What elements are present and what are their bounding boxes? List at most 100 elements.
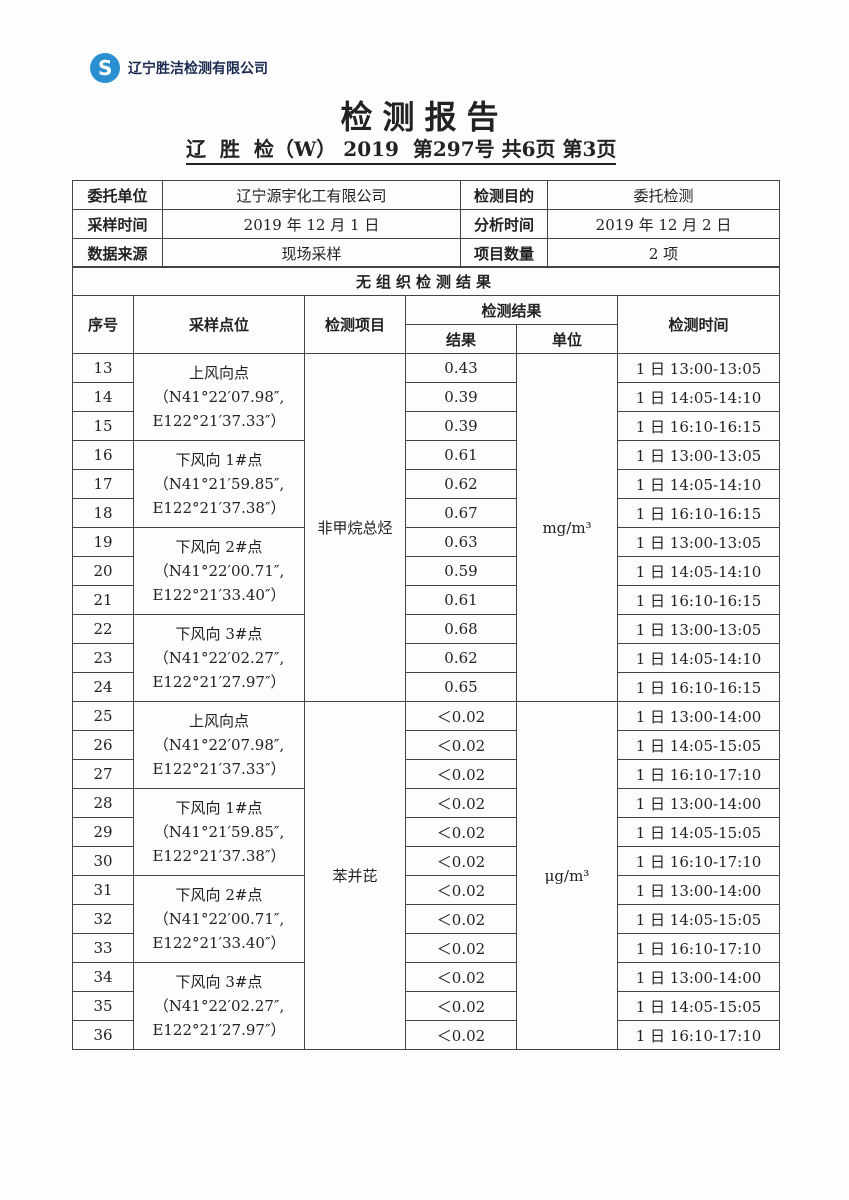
table-row: 26 ＜0.02 1 日 14:05-15:05 bbox=[72, 730, 781, 760]
purpose-label: 检测目的 bbox=[460, 180, 548, 210]
results-table: 无组织检测结果 序号 采样点位 检测项目 检测结果 检测时间 结果 单位 13 上… bbox=[71, 266, 781, 1050]
company-name: 辽宁胜洁检测有限公司 bbox=[128, 61, 268, 77]
test-time-cell: 1 日 13:00-13:05 bbox=[616, 353, 781, 383]
test-time-cell: 1 日 16:10-17:10 bbox=[616, 759, 781, 789]
test-time-cell: 1 日 13:00-13:05 bbox=[616, 614, 781, 644]
test-time-cell: 1 日 16:10-16:15 bbox=[616, 585, 781, 615]
count-value: 2 项 bbox=[547, 238, 780, 268]
source-label: 数据来源 bbox=[72, 238, 163, 268]
header-point: 采样点位 bbox=[133, 295, 305, 354]
point-name: 下风向 3#点 bbox=[175, 973, 263, 991]
unit-cell: μg/m³ bbox=[516, 701, 618, 1050]
point-name: 上风向点 bbox=[188, 712, 249, 730]
point-coord1: （N41°22′02.27″, bbox=[153, 649, 285, 667]
point-name: 上风向点 bbox=[188, 364, 249, 382]
point-coord1: （N41°21′59.85″, bbox=[153, 475, 285, 493]
company-logo: 辽宁胜洁检测有限公司 bbox=[90, 53, 268, 83]
count-label: 项目数量 bbox=[460, 238, 548, 268]
table-row: 36 ＜0.02 1 日 16:10-17:10 bbox=[72, 1020, 781, 1050]
result-cell: ＜0.02 bbox=[405, 846, 517, 876]
result-cell: 0.65 bbox=[405, 672, 517, 702]
test-time-cell: 1 日 14:05-14:10 bbox=[616, 556, 781, 586]
test-time-cell: 1 日 14:05-14:10 bbox=[616, 382, 781, 412]
sampling-point-cell: 下风向 1#点 （N41°21′59.85″, E122°21′37.38″） bbox=[133, 440, 305, 528]
header-result-group: 检测结果 bbox=[405, 295, 618, 325]
sampling-time-label: 采样时间 bbox=[72, 209, 163, 239]
table-row: 18 0.67 1 日 16:10-16:15 bbox=[72, 498, 781, 528]
client-label: 委托单位 bbox=[72, 180, 163, 210]
table-row: 25 上风向点 （N41°22′07.98″, E122°21′37.33″） 苯并芘＜… bbox=[72, 701, 781, 1050]
table-row: 15 0.39 1 日 16:10-16:15 bbox=[72, 411, 781, 441]
test-time-cell: 1 日 13:00-14:00 bbox=[616, 962, 781, 992]
test-time-cell: 1 日 14:05-14:10 bbox=[616, 469, 781, 499]
table-row: 24 0.65 1 日 16:10-16:15 bbox=[72, 672, 781, 702]
seq-cell: 17 bbox=[72, 469, 134, 499]
header-time: 检测时间 bbox=[616, 295, 781, 354]
test-time-cell: 1 日 16:10-16:15 bbox=[616, 411, 781, 441]
table-row: 29 ＜0.02 1 日 14:05-15:05 bbox=[72, 817, 781, 847]
analysis-time-label: 分析时间 bbox=[460, 209, 548, 239]
point-coord2: E122°21′27.97″） bbox=[152, 673, 286, 691]
table-row: 16 下风向 1#点 （N41°21′59.85″, E122°21′37.38″） 0… bbox=[72, 440, 781, 528]
point-coord2: E122°21′37.33″） bbox=[152, 760, 286, 778]
test-time-cell: 1 日 16:10-16:15 bbox=[616, 672, 781, 702]
point-name: 下风向 1#点 bbox=[175, 799, 263, 817]
sampling-point-cell: 上风向点 （N41°22′07.98″, E122°21′37.33″） bbox=[133, 701, 305, 789]
point-coord1: （N41°22′00.71″, bbox=[153, 562, 285, 580]
test-time-cell: 1 日 13:00-14:00 bbox=[616, 701, 781, 731]
point-name: 下风向 1#点 bbox=[175, 451, 263, 469]
result-cell: 0.62 bbox=[405, 469, 517, 499]
test-time-cell: 1 日 13:00-13:05 bbox=[616, 440, 781, 470]
seq-cell: 27 bbox=[72, 759, 134, 789]
section-title: 无组织检测结果 bbox=[71, 266, 781, 296]
point-name: 下风向 2#点 bbox=[175, 886, 263, 904]
result-cell: 0.43 bbox=[405, 353, 517, 383]
report-title: 检测报告 bbox=[340, 98, 509, 136]
seq-cell: 36 bbox=[72, 1020, 134, 1050]
sampling-point-cell: 下风向 3#点 （N41°22′02.27″, E122°21′27.97″） bbox=[133, 962, 305, 1050]
result-cell: 0.61 bbox=[405, 585, 517, 615]
test-time-cell: 1 日 14:05-15:05 bbox=[616, 991, 781, 1021]
result-cell: ＜0.02 bbox=[405, 1020, 517, 1050]
test-time-cell: 1 日 13:00-14:00 bbox=[616, 875, 781, 905]
result-cell: ＜0.02 bbox=[405, 730, 517, 760]
report-number: 辽 胜 检（W） 2019 第297号 共6页 第3页 bbox=[186, 133, 617, 165]
seq-cell: 14 bbox=[72, 382, 134, 412]
result-cell: ＜0.02 bbox=[405, 904, 517, 934]
purpose-value: 委托检测 bbox=[547, 180, 780, 210]
result-cell: 0.39 bbox=[405, 382, 517, 412]
point-coord1: （N41°21′59.85″, bbox=[153, 823, 285, 841]
result-cell: 0.59 bbox=[405, 556, 517, 586]
point-coord2: E122°21′33.40″） bbox=[152, 934, 286, 952]
test-time-cell: 1 日 16:10-17:10 bbox=[616, 933, 781, 963]
result-cell: ＜0.02 bbox=[405, 788, 517, 818]
result-cell: ＜0.02 bbox=[405, 817, 517, 847]
result-cell: ＜0.02 bbox=[405, 701, 517, 731]
analysis-time-value: 2019 年 12 月 2 日 bbox=[547, 209, 780, 239]
point-name: 下风向 2#点 bbox=[175, 538, 263, 556]
point-coord2: E122°21′37.38″） bbox=[152, 847, 286, 865]
table-row: 20 0.59 1 日 14:05-14:10 bbox=[72, 556, 781, 586]
seq-cell: 24 bbox=[72, 672, 134, 702]
test-time-cell: 1 日 13:00-13:05 bbox=[616, 527, 781, 557]
header-seq: 序号 bbox=[72, 295, 134, 354]
table-row: 31 下风向 2#点 （N41°22′00.71″, E122°21′33.40″） ＜… bbox=[72, 875, 781, 963]
point-coord1: （N41°22′07.98″, bbox=[153, 736, 285, 754]
table-row: 17 0.62 1 日 14:05-14:10 bbox=[72, 469, 781, 499]
test-time-cell: 1 日 16:10-17:10 bbox=[616, 846, 781, 876]
header-item: 检测项目 bbox=[304, 295, 406, 354]
test-time-cell: 1 日 14:05-14:10 bbox=[616, 643, 781, 673]
seq-cell: 20 bbox=[72, 556, 134, 586]
seq-cell: 25 bbox=[72, 701, 134, 731]
unit-cell: mg/m³ bbox=[516, 353, 618, 702]
header-result: 结果 bbox=[405, 324, 517, 354]
table-row: 35 ＜0.02 1 日 14:05-15:05 bbox=[72, 991, 781, 1021]
table-row: 14 0.39 1 日 14:05-14:10 bbox=[72, 382, 781, 412]
seq-cell: 19 bbox=[72, 527, 134, 557]
seq-cell: 21 bbox=[72, 585, 134, 615]
seq-cell: 13 bbox=[72, 353, 134, 383]
seq-cell: 16 bbox=[72, 440, 134, 470]
seq-cell: 32 bbox=[72, 904, 134, 934]
test-item-cell: 非甲烷总烃 bbox=[304, 353, 406, 702]
result-cell: 0.63 bbox=[405, 527, 517, 557]
